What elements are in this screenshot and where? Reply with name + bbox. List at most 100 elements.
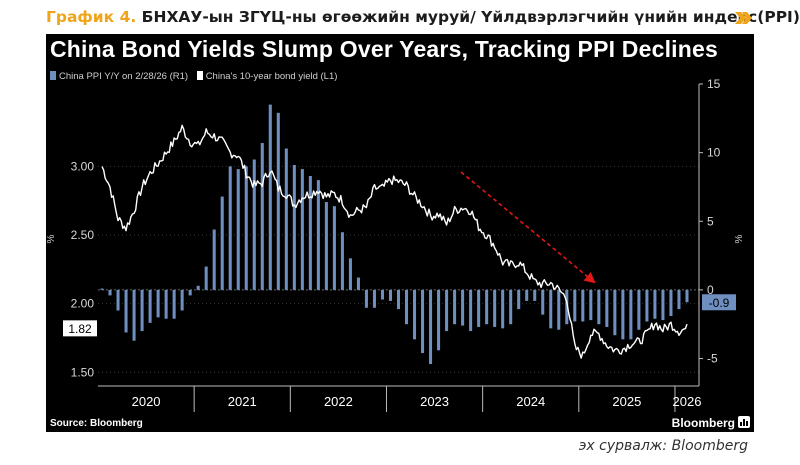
- ppi-bar: [244, 166, 248, 290]
- ppi-bar: [332, 206, 336, 290]
- ppi-bar: [284, 148, 288, 290]
- ppi-bar: [533, 289, 537, 301]
- ppi-bar: [573, 289, 577, 322]
- ppi-bar: [525, 289, 529, 301]
- ppi-bar: [252, 159, 256, 290]
- ppi-bar: [477, 289, 481, 327]
- ppi-bar: [501, 289, 505, 329]
- ppi-bar: [132, 289, 136, 341]
- ppi-bar: [124, 289, 128, 333]
- yield-line: [101, 124, 688, 359]
- ppi-bar: [621, 289, 625, 340]
- x-tick-label: 2020: [132, 394, 161, 409]
- bloomberg-chart-panel: China Bond Yields Slump Over Years, Trac…: [46, 34, 754, 432]
- ppi-bar: [140, 289, 144, 332]
- legend-label-ppi: China PPI Y/Y on 2/28/26 (R1): [59, 71, 189, 82]
- ppi-bar: [549, 289, 553, 329]
- ppi-bar: [364, 289, 368, 308]
- ppi-bar: [148, 289, 152, 323]
- ppi-bar: [388, 289, 393, 301]
- figure-caption: График 4. БНХАУ-ын ЗГҮЦ-ны өгөөжийн муру…: [46, 8, 800, 26]
- ppi-bar: [589, 289, 593, 321]
- ppi-bar: [613, 289, 617, 336]
- ppi-bar: [469, 289, 473, 332]
- right-tick-label: 10: [707, 146, 721, 160]
- ppi-bar: [605, 289, 609, 327]
- source-note: эх сурвалж: Bloomberg: [578, 438, 748, 454]
- ppi-bar: [404, 289, 409, 325]
- figure-label: График 4.: [46, 8, 137, 26]
- ppi-bar: [292, 164, 296, 290]
- left-tick-label: 1.50: [71, 365, 95, 379]
- ppi-bar: [276, 112, 280, 290]
- ppi-bar: [485, 289, 489, 325]
- x-tick-label: 2021: [228, 394, 257, 409]
- ppi-bar: [356, 277, 360, 290]
- ppi-bar: [461, 289, 465, 326]
- left-tick-label: 3.00: [71, 159, 95, 173]
- ppi-bar: [308, 175, 312, 290]
- ppi-bar: [517, 289, 521, 310]
- ppi-bar: [196, 285, 200, 290]
- ppi-bar: [164, 289, 168, 319]
- ppi-bar: [629, 289, 633, 340]
- right-tick-label: 15: [707, 77, 721, 91]
- legend-item-yield: China's 10-year bond yield (L1): [196, 71, 338, 82]
- right-tick-label: 5: [707, 214, 714, 228]
- ppi-bar: [396, 289, 401, 310]
- ppi-bar: [340, 232, 344, 290]
- ppi-current-tag-bg: [702, 294, 736, 311]
- ppi-current-tag: -0.9: [709, 296, 730, 310]
- ppi-bar: [509, 289, 513, 325]
- ppi-bar: [316, 180, 320, 290]
- ppi-bar: [581, 289, 585, 322]
- ppi-bar: [645, 289, 649, 322]
- ppi-bar: [493, 289, 497, 327]
- ppi-bar: [180, 289, 184, 311]
- x-tick-label: 2024: [516, 394, 545, 409]
- chart-plot: 3.00 2.50 2.00 1.50% 15 10 5 0 -5% 2020 2021 2022 20…: [46, 77, 745, 412]
- ppi-bar: [541, 289, 545, 315]
- ppi-bar: [677, 289, 681, 310]
- x-tick-label: 2026: [673, 394, 702, 409]
- ppi-bar: [156, 289, 160, 318]
- bloomberg-terminal-icon: [738, 416, 750, 428]
- ppi-bar: [669, 289, 673, 316]
- trend-arrow: [460, 171, 596, 284]
- ppi-bar: [413, 289, 417, 340]
- ppi-bar: [597, 289, 601, 325]
- chart-brand: Bloomberg: [672, 416, 750, 430]
- legend-swatch-yield: [196, 71, 203, 80]
- ppi-bar: [204, 266, 208, 290]
- ppi-bar: [348, 258, 352, 290]
- ppi-bar: [220, 196, 224, 290]
- right-axis-unit: %: [734, 234, 745, 243]
- yield-current-tag: 1.82: [68, 322, 92, 336]
- ppi-bar: [437, 289, 441, 351]
- ppi-bar: [565, 289, 569, 325]
- yield-current-tag-bg: [63, 320, 97, 337]
- legend-swatch-ppi: [50, 71, 56, 80]
- ppi-bar: [260, 143, 264, 290]
- legend-label-yield: China's 10-year bond yield (L1): [205, 71, 338, 82]
- ppi-bar: [380, 289, 384, 300]
- x-tick-label: 2025: [612, 394, 641, 409]
- ppi-bar: [116, 289, 120, 311]
- ppi-bar: [100, 288, 104, 290]
- ppi-bar: [637, 289, 641, 330]
- ppi-bar: [661, 289, 665, 321]
- right-tick-label: 0: [707, 283, 714, 297]
- ppi-bar: [268, 104, 272, 290]
- chart-legend: China PPI Y/Y on 2/28/26 (R1) China's 10…: [50, 71, 343, 82]
- ppi-bar: [236, 169, 240, 290]
- ppi-bar: [453, 289, 457, 325]
- right-tick-label: -5: [707, 352, 718, 366]
- x-tick-label: 2023: [420, 394, 449, 409]
- ppi-bar: [653, 289, 657, 319]
- figure-title: БНХАУ-ын ЗГҮЦ-ны өгөөжийн муруй/ Үйлдвэр…: [141, 8, 800, 26]
- left-tick-label: 2.50: [71, 228, 95, 242]
- ppi-bar: [421, 289, 425, 354]
- ppi-bar: [228, 166, 232, 290]
- ppi-bar: [372, 289, 376, 308]
- ppi-bar: [445, 289, 449, 332]
